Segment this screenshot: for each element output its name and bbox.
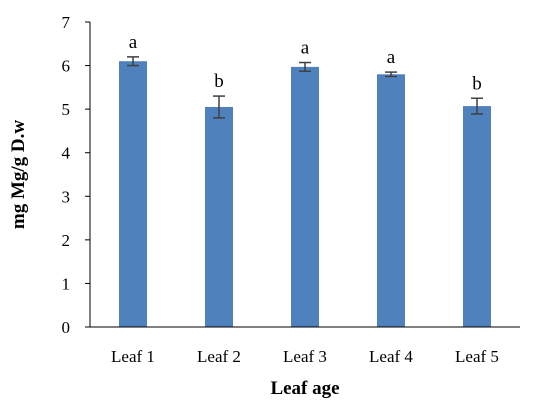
bar: [119, 61, 147, 327]
y-tick-label: 3: [62, 187, 71, 206]
y-axis-ticks: 0 1 2 3 4 5 6 7: [62, 13, 90, 337]
error-bar: [127, 56, 139, 67]
y-tick-label: 7: [62, 13, 71, 32]
error-bar: [213, 95, 225, 119]
x-tick-label: Leaf 5: [455, 347, 499, 366]
error-bar: [385, 71, 397, 78]
x-tick-label: Leaf 3: [283, 347, 327, 366]
y-axis-title: mg Mg/g D.w: [8, 120, 29, 230]
bar: [291, 66, 319, 327]
x-axis-ticks: Leaf 1 Leaf 2 Leaf 3 Leaf 4 Leaf 5: [111, 347, 499, 366]
y-tick-label: 1: [62, 274, 71, 293]
significance-label: b: [472, 73, 482, 94]
x-tick-label: Leaf 2: [197, 347, 241, 366]
x-tick-label: Leaf 4: [369, 347, 413, 366]
significance-label: a: [129, 32, 138, 53]
significance-label: b: [214, 71, 224, 92]
y-tick-label: 2: [62, 231, 71, 250]
bar: [205, 106, 233, 327]
bars: [119, 61, 491, 328]
error-bar: [299, 61, 311, 72]
bar: [463, 106, 491, 327]
x-axis-title: Leaf age: [270, 378, 339, 399]
error-bar: [471, 97, 483, 115]
y-tick-label: 6: [62, 57, 71, 76]
significance-label: a: [301, 38, 310, 59]
x-tick-label: Leaf 1: [111, 347, 155, 366]
significance-labels: a b a a b: [129, 32, 482, 94]
y-tick-label: 4: [62, 144, 71, 163]
significance-label: a: [387, 47, 396, 68]
bar: [377, 74, 405, 328]
y-tick-label: 5: [62, 100, 71, 119]
error-bars: [127, 56, 483, 119]
y-tick-label: 0: [62, 318, 71, 337]
